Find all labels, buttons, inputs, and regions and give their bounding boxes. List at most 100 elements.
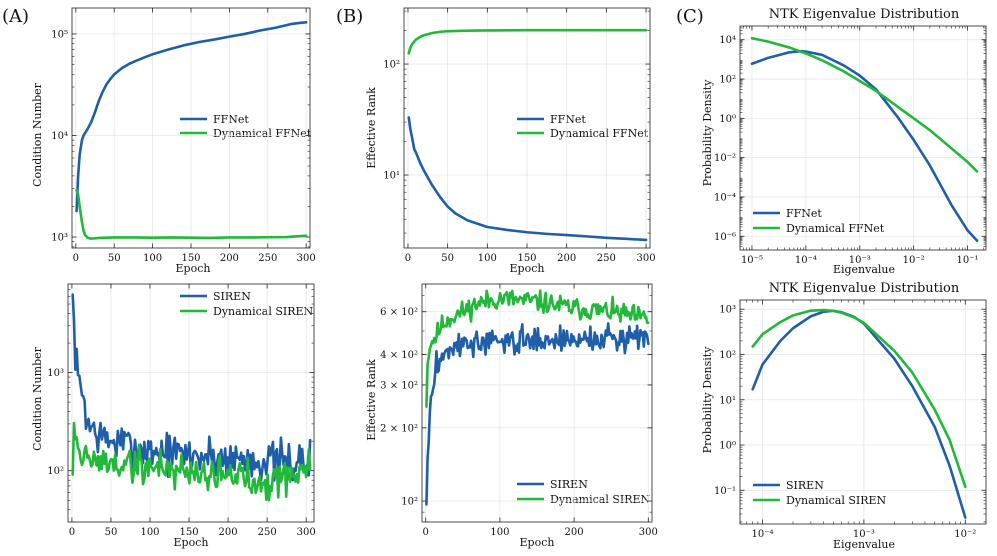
series-line-dynamical xyxy=(71,421,312,502)
y-tick-label: 10⁴ xyxy=(719,35,736,46)
y-tick-label: 10⁵ xyxy=(51,29,68,40)
legend-label: SIREN xyxy=(786,479,824,492)
panel-label-c: (C) xyxy=(676,6,704,27)
y-tick-label: 6 × 10² xyxy=(380,307,418,318)
series-line-baseline xyxy=(750,49,979,242)
x-axis-label: Epoch xyxy=(510,262,545,275)
x-tick-label: 150 xyxy=(180,527,199,538)
grid xyxy=(740,26,986,250)
x-tick-label: 0 xyxy=(423,527,429,538)
y-tick-label: 10² xyxy=(47,466,64,477)
x-tick-label: 10⁻² xyxy=(903,255,925,266)
panel-c-bottom: NTK Eigenvalue Distribution Eigenvalue P… xyxy=(701,281,987,551)
y-axis-label: Probability Density xyxy=(701,79,714,187)
legend-label: Dynamical SIREN xyxy=(213,305,314,318)
y-tick-label: 3 × 10² xyxy=(380,380,418,391)
y-tick-label: 10⁻⁴ xyxy=(714,192,736,203)
y-tick-label: 10² xyxy=(401,497,418,508)
grid xyxy=(72,8,310,248)
y-tick-label: 10⁻¹ xyxy=(714,486,736,497)
x-tick-label: 100 xyxy=(143,253,162,264)
x-tick-label: 10⁻³ xyxy=(853,529,875,540)
x-axis-label: Eigenvalue xyxy=(833,263,895,276)
x-tick-label: 100 xyxy=(478,253,497,264)
y-tick-label: 10³ xyxy=(719,305,736,316)
series-line-dynamical xyxy=(407,28,648,55)
panel-b-bottom: Epoch Effective Rank SIREN Dynamical SIR… xyxy=(365,283,658,549)
x-tick-label: 100 xyxy=(490,527,509,538)
y-tick-label: 10⁰ xyxy=(719,441,736,452)
x-tick-label: 10⁻³ xyxy=(849,255,871,266)
x-tick-label: 50 xyxy=(108,253,121,264)
x-tick-label: 200 xyxy=(220,253,239,264)
x-tick-label: 250 xyxy=(258,527,277,538)
legend-label: SIREN xyxy=(213,290,251,303)
legend-label: Dynamical FFNet xyxy=(213,127,312,140)
legend-label: FFNet xyxy=(213,113,249,126)
legend-label: Dynamical SIREN xyxy=(550,493,651,506)
y-tick-label: 10² xyxy=(383,60,400,71)
axes-frame xyxy=(67,283,315,523)
x-tick-label: 150 xyxy=(181,253,200,264)
panel-a-top: Epoch Condition Number FFNet Dynamical F… xyxy=(31,7,316,275)
x-axis-label: Eigenvalue xyxy=(833,538,895,551)
x-tick-label: 300 xyxy=(297,527,316,538)
series-line-baseline xyxy=(751,309,967,519)
panel-a-bottom: Epoch Condition Number SIREN Dynamical S… xyxy=(31,283,316,549)
x-tick-label: 150 xyxy=(517,253,536,264)
x-tick-label: 10⁻⁵ xyxy=(741,255,763,266)
legend-label: FFNet xyxy=(786,207,822,220)
series-line-baseline xyxy=(71,293,312,482)
axes-frame xyxy=(739,25,987,251)
y-tick-label: 10¹ xyxy=(719,395,736,406)
y-tick-label: 10⁴ xyxy=(51,131,68,142)
panel-label-a: (A) xyxy=(2,6,29,27)
legend-label: SIREN xyxy=(550,478,588,491)
y-tick-label: 10³ xyxy=(47,368,64,379)
panel-c-top: NTK Eigenvalue Distribution Eigenvalue P… xyxy=(701,7,987,276)
y-tick-label: 4 × 10² xyxy=(380,350,418,361)
legend-label: FFNet xyxy=(550,113,586,126)
y-tick-label: 10³ xyxy=(51,233,68,244)
y-axis-label: Effective Rank xyxy=(365,87,378,169)
series-line-dynamical xyxy=(75,188,308,240)
x-tick-label: 0 xyxy=(405,253,411,264)
legend-label: Dynamical SIREN xyxy=(786,494,887,507)
y-tick-label: 10⁻⁶ xyxy=(714,232,736,243)
panel-label-b: (B) xyxy=(336,6,363,27)
x-tick-label: 50 xyxy=(441,253,454,264)
legend-label: Dynamical FFNet xyxy=(786,222,885,235)
x-axis-label: Epoch xyxy=(176,262,211,275)
x-tick-label: 0 xyxy=(69,527,75,538)
chart-title: NTK Eigenvalue Distribution xyxy=(769,7,960,22)
grid xyxy=(422,284,652,522)
y-tick-label: 10¹ xyxy=(383,171,400,182)
y-tick-label: 10⁻² xyxy=(714,153,736,164)
y-tick-label: 10² xyxy=(719,75,736,86)
x-tick-label: 250 xyxy=(258,253,277,264)
y-axis-label: Condition Number xyxy=(31,82,44,187)
series-line-baseline xyxy=(407,116,648,242)
series-line-dynamical xyxy=(425,289,650,409)
x-tick-label: 10⁻² xyxy=(954,529,976,540)
x-tick-label: 300 xyxy=(636,253,655,264)
x-tick-label: 50 xyxy=(105,527,118,538)
series-line-dynamical xyxy=(750,36,979,173)
y-tick-label: 2 × 10² xyxy=(380,423,418,434)
chart-title: NTK Eigenvalue Distribution xyxy=(769,281,960,296)
x-tick-label: 300 xyxy=(297,253,316,264)
x-tick-label: 200 xyxy=(557,253,576,264)
grid xyxy=(404,8,650,248)
x-tick-label: 250 xyxy=(597,253,616,264)
x-tick-label: 200 xyxy=(219,527,238,538)
x-tick-label: 10⁻⁴ xyxy=(795,255,817,266)
y-tick-label: 10² xyxy=(719,350,736,361)
y-axis-label: Probability Density xyxy=(701,346,714,454)
legend-label: Dynamical FFNet xyxy=(550,127,649,140)
axes-frame xyxy=(739,299,987,525)
x-axis-label: Epoch xyxy=(174,536,209,549)
x-tick-label: 300 xyxy=(639,527,658,538)
x-tick-label: 10⁻¹ xyxy=(957,255,979,266)
x-tick-label: 10⁻⁴ xyxy=(751,529,773,540)
